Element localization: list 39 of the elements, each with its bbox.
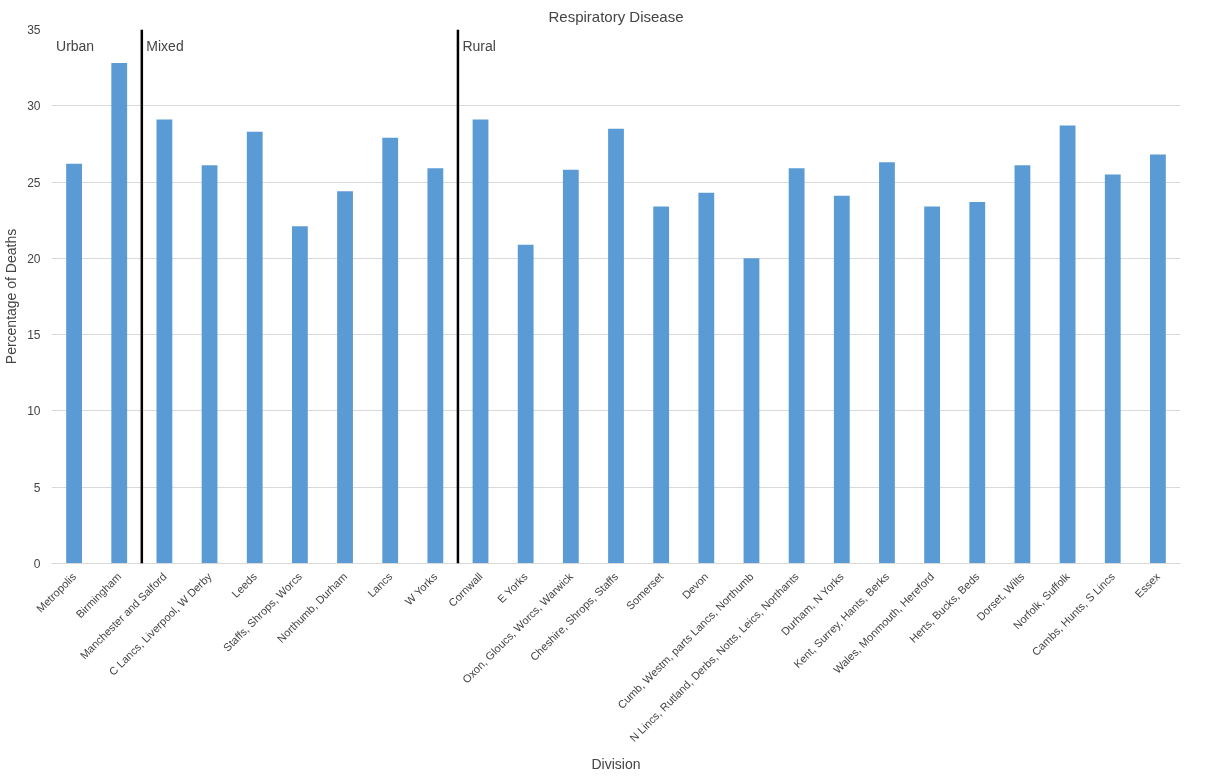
bar: [472, 119, 489, 564]
bar: [562, 169, 579, 564]
annotation: Urban: [56, 37, 95, 54]
bar: [743, 258, 760, 564]
bar: [201, 165, 218, 564]
bar: [1059, 125, 1076, 564]
y-tick-label: 25: [27, 175, 41, 190]
y-tick-label: 15: [27, 328, 41, 343]
bar: [1014, 165, 1031, 564]
bar: [608, 128, 624, 564]
y-tick-label: 20: [27, 251, 41, 266]
bar: [1104, 174, 1121, 564]
y-tick-label: 0: [33, 557, 41, 571]
bar: [517, 244, 534, 564]
bar: [698, 192, 715, 564]
bar: [156, 119, 173, 564]
bar: [969, 201, 986, 564]
annotation: Mixed: [146, 37, 184, 54]
bar: [337, 191, 353, 564]
bar: [111, 63, 128, 564]
bar: [653, 206, 670, 564]
bar: [246, 131, 263, 564]
y-tick-label: 5: [33, 480, 41, 495]
x-axis-title: Division: [591, 756, 641, 773]
bar: [833, 195, 850, 564]
chart-title: Respiratory Disease: [548, 7, 684, 25]
bar: [427, 168, 444, 564]
bar: [291, 226, 308, 564]
bar: [788, 168, 805, 564]
bar: [879, 162, 895, 564]
y-tick-label: 10: [27, 404, 41, 419]
y-tick-label: 30: [27, 99, 41, 114]
y-axis-title: Percentage of Deaths: [3, 228, 20, 365]
bar: [1150, 154, 1166, 564]
bar: [66, 163, 82, 564]
y-tick-label: 35: [27, 23, 41, 37]
bar: [382, 137, 399, 564]
bar: [924, 206, 941, 564]
annotation: Rural: [462, 37, 496, 54]
